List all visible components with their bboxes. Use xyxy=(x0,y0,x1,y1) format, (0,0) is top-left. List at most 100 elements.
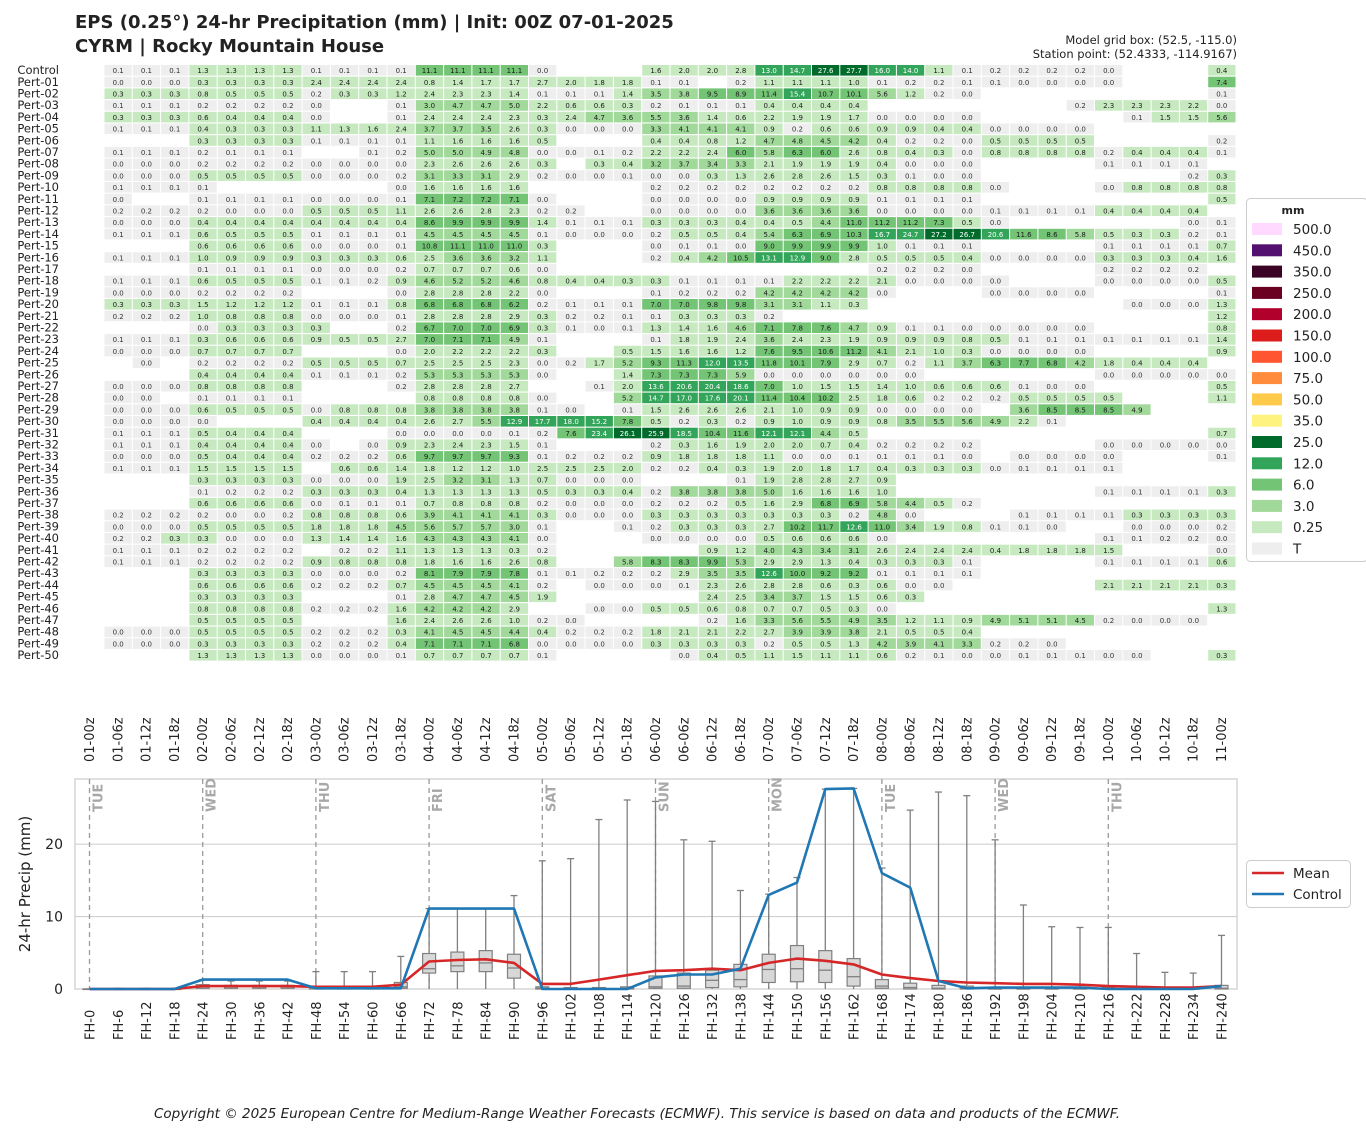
heatmap-cell-value: 0.0 xyxy=(141,395,152,403)
heatmap-cell xyxy=(1208,252,1236,263)
heatmap-cell xyxy=(500,135,528,146)
heatmap-cell xyxy=(698,533,727,544)
heatmap-cell-value: 0.4 xyxy=(1188,254,1200,262)
heatmap-cell-value: 0.0 xyxy=(1188,278,1199,286)
heatmap-cell xyxy=(557,568,585,579)
heatmap-cell-value: 0.0 xyxy=(1131,617,1142,625)
heatmap-cell xyxy=(104,170,132,181)
heatmap-cell-value: 0.1 xyxy=(679,278,690,286)
heatmap-cell-value: 0.2 xyxy=(594,453,605,461)
heatmap-cell xyxy=(1095,205,1123,216)
heatmap-cell xyxy=(387,416,415,427)
heatmap-cell xyxy=(246,614,274,626)
row-label: Pert-01 xyxy=(17,75,59,89)
heatmap-cell xyxy=(557,76,585,88)
heatmap-cell-value: 0.4 xyxy=(254,430,266,438)
heatmap-cell xyxy=(755,626,783,638)
heatmap-cell-value: 0.3 xyxy=(197,79,208,87)
heatmap-cell-value: 0.1 xyxy=(1046,512,1057,520)
heatmap-cell xyxy=(727,486,755,497)
heatmap-cell xyxy=(217,228,245,240)
y-tick-label: 10 xyxy=(45,910,63,926)
heatmap-cell xyxy=(1066,392,1094,404)
heatmap-cell xyxy=(274,439,302,450)
heatmap-cell xyxy=(217,392,245,404)
heatmap-cell xyxy=(1095,451,1123,462)
heatmap-cell xyxy=(104,533,132,544)
heatmap-cell xyxy=(812,135,840,146)
box xyxy=(987,986,1003,990)
heatmap-cell xyxy=(415,334,444,345)
heatmap-cell-value: 6.7 xyxy=(424,325,435,333)
heatmap-cell xyxy=(925,65,953,76)
heatmap-cell-value: 2.6 xyxy=(509,126,521,134)
box xyxy=(1101,986,1116,990)
heatmap-cell xyxy=(868,497,896,509)
heatmap-cell xyxy=(953,556,981,567)
heatmap-cell xyxy=(1208,287,1236,298)
heatmap-cell-value: 0.3 xyxy=(707,219,718,227)
heatmap-cell xyxy=(840,556,868,567)
row-label: Pert-42 xyxy=(17,555,59,569)
heatmap-cell-value: 1.6 xyxy=(509,184,521,192)
heatmap-cell xyxy=(755,509,783,521)
heatmap-cell xyxy=(1010,404,1038,415)
heatmap-cell xyxy=(472,263,500,275)
heatmap-cell xyxy=(840,533,868,544)
heatmap-cell xyxy=(189,544,217,556)
heatmap-cell xyxy=(246,123,274,135)
heatmap-cell-value: 0.1 xyxy=(254,266,265,274)
heatmap-cell-value: 2.4 xyxy=(396,79,408,87)
heatmap-cell xyxy=(698,158,727,170)
heatmap-cell-value: 1.2 xyxy=(282,301,293,309)
heatmap-cell xyxy=(812,65,840,76)
heatmap-cell-value: 0.3 xyxy=(848,301,859,309)
heatmap-cell-value: 0.5 xyxy=(226,172,237,180)
heatmap-cell xyxy=(1208,439,1236,450)
heatmap-cell xyxy=(415,357,444,369)
heatmap-cell-value: 0.1 xyxy=(1018,465,1029,473)
heatmap-cell xyxy=(472,579,500,591)
heatmap-cell xyxy=(896,380,925,392)
heatmap-cell-value: 0.3 xyxy=(877,172,888,180)
heatmap-cell xyxy=(1066,334,1094,345)
heatmap-cell-value: 0.5 xyxy=(339,336,350,344)
heatmap-cell xyxy=(246,88,274,99)
heatmap-cell xyxy=(330,568,359,579)
heatmap-cell-value: 0.5 xyxy=(254,617,265,625)
heatmap-cell-value: 3.6 xyxy=(679,114,691,122)
heatmap-cell-value: 4.5 xyxy=(481,231,492,239)
heatmap-cell-value: 5.5 xyxy=(933,418,944,426)
box xyxy=(903,982,918,990)
heatmap-cell xyxy=(783,638,811,649)
heatmap-cell-value: 11.4 xyxy=(761,395,777,403)
heatmap-cell xyxy=(1095,486,1123,497)
heatmap-cell xyxy=(783,146,811,158)
day-label: TUE xyxy=(92,784,107,812)
heatmap-cell xyxy=(1038,451,1066,462)
heatmap-cell xyxy=(840,380,868,392)
row-label: Pert-03 xyxy=(17,98,59,112)
heatmap-cell-value: 20.4 xyxy=(705,383,721,391)
heatmap-cell xyxy=(500,345,528,357)
heatmap-cell xyxy=(415,404,444,415)
heatmap-cell xyxy=(953,205,981,216)
heatmap-cell-value: 2.8 xyxy=(481,289,492,297)
heatmap-cell xyxy=(1066,252,1094,263)
heatmap-cell-value: 0.2 xyxy=(622,149,633,157)
heatmap-cell-value: 0.3 xyxy=(679,219,690,227)
heatmap-cell-value: 0.1 xyxy=(282,266,293,274)
heatmap-cell xyxy=(415,345,444,357)
heatmap-cell xyxy=(161,427,189,439)
heatmap-cell-value: 1.1 xyxy=(396,547,407,555)
heatmap-cell xyxy=(642,638,670,649)
heatmap-cell-value: 0.3 xyxy=(282,640,293,648)
heatmap-cell-value: 0.3 xyxy=(282,325,293,333)
heatmap-cell xyxy=(613,626,642,638)
heatmap-cell xyxy=(444,533,472,544)
heatmap-cell-value: 0.1 xyxy=(367,231,378,239)
heatmap-cell-value: 9.3 xyxy=(650,360,661,368)
heatmap-cell xyxy=(698,451,727,462)
heatmap-cell xyxy=(698,509,727,521)
heatmap-cell-value: 0.0 xyxy=(311,172,322,180)
